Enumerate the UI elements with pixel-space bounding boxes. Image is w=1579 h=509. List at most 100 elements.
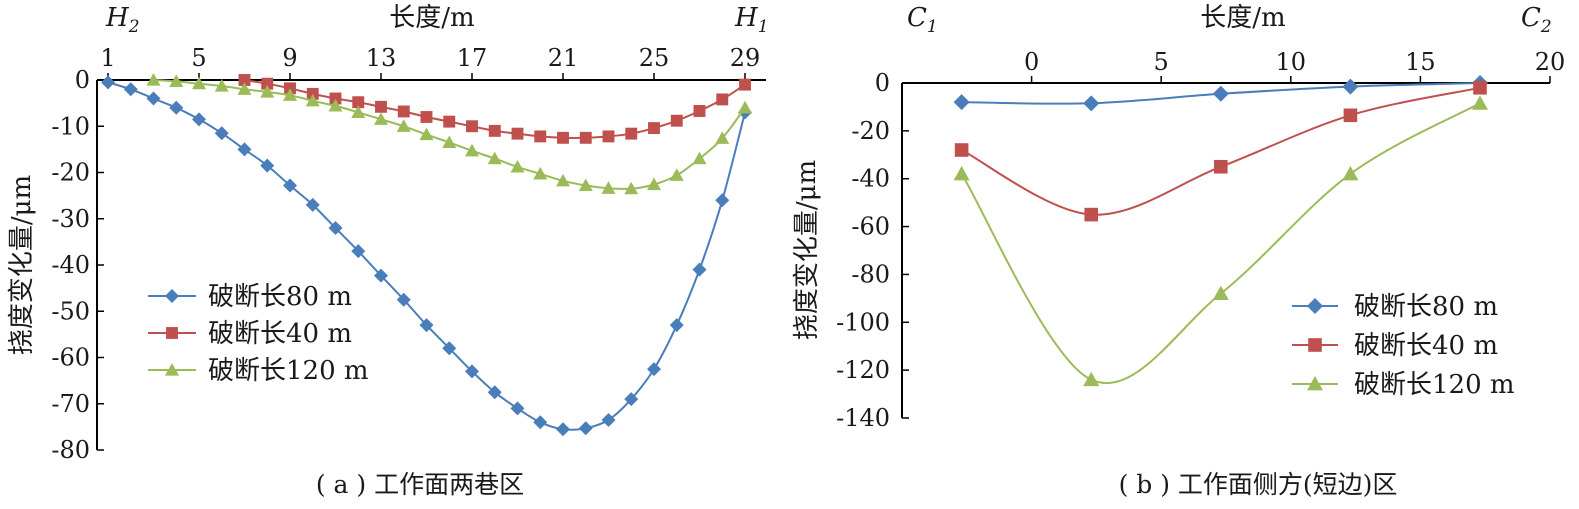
y-tick-label: -50 [51,297,90,325]
data-point-square [557,131,569,144]
data-point-square [238,74,251,86]
data-point-diamond [669,318,684,333]
legend-swatch-marker [165,289,179,303]
x-tick-label: 9 [282,44,297,72]
data-point-triangle [351,105,366,118]
chart-panel-b: 长度/m C1 C2 挠度变化量/μm 0 5 10 15 20 0 -20 -40 -60 -… [792,3,1565,499]
x-tick-label: 21 [548,44,579,72]
y-tick-label: 0 [75,66,90,94]
x-tick-label: 15 [1405,48,1436,76]
x-tick-label: 25 [639,44,670,72]
data-point-triangle [305,93,320,107]
x-tick-label: 17 [457,44,488,72]
y-tick-label: -80 [51,436,90,464]
data-point-diamond [419,318,434,333]
y-tick-label: -30 [51,205,90,233]
data-point-diamond [169,100,184,115]
data-point-diamond [1083,95,1100,112]
data-point-triangle [487,151,502,165]
data-point-diamond [237,142,252,157]
panel-a-x-axis-title: 长度/m [389,3,474,33]
series-line-2 [961,86,1481,216]
panel-b-caption: ( b ) 工作面侧方(短边)区 [1119,470,1398,499]
chart-panel-a: 长度/m H2 H1 挠度变化量/μm 1 5 9 13 17 21 25 29 0 -10 -2… [7,3,769,499]
data-point-triangle [146,73,161,86]
panel-a-series [101,73,752,437]
data-point-diamond [1342,78,1359,95]
data-point-diamond [510,401,525,416]
x-tick-label: 20 [1535,48,1566,76]
data-point-square [1473,80,1487,95]
data-point-square [648,122,660,135]
data-point-square [739,78,751,91]
data-point-square [352,96,365,109]
y-tick-label: -70 [51,390,90,418]
legend-swatch-marker [166,327,178,339]
data-point-square [1214,159,1228,174]
data-point-triangle [1472,95,1489,110]
panel-b-x-ticks: 0 5 10 15 20 [1024,48,1565,83]
data-point-diamond [328,221,343,235]
data-point-diamond [351,244,366,259]
y-tick-label: -120 [836,356,890,384]
data-point-diamond [953,94,970,111]
data-point-square [397,105,410,118]
legend-label: 破断长40 m [1354,331,1498,361]
data-point-triangle [738,100,752,114]
panel-b-corner-right: C2 [1521,3,1552,37]
panel-b-corner-left: C1 [907,3,938,37]
data-point-diamond [465,364,479,379]
data-point-square [579,131,592,144]
data-point-triangle [374,112,388,125]
y-tick-label: -40 [851,165,890,193]
data-point-triangle [442,135,457,149]
data-point-square [329,92,342,105]
data-point-diamond [442,341,457,356]
x-tick-label: 5 [191,44,206,72]
data-point-triangle [647,177,661,191]
y-tick-label: -60 [851,213,890,241]
panel-b-y-axis-title: 挠度变化量/μm [792,160,822,340]
panel-b-x-axis-title: 长度/m [1200,3,1285,33]
data-point-square [670,114,683,127]
legend-swatch-marker [165,363,179,376]
data-point-triangle [328,98,343,112]
y-tick-label: -40 [51,251,90,279]
data-point-triangle [669,168,684,181]
x-tick-label: 0 [1024,48,1039,76]
legend-label: 破断长120 m [1354,370,1515,400]
data-point-square [511,127,524,140]
data-point-diamond [260,158,275,173]
data-point-triangle [715,131,730,144]
data-point-diamond [214,126,229,141]
series-line-3 [153,79,746,190]
legend-swatch-marker [1307,376,1323,391]
data-point-triangle [533,166,548,180]
panel-b-legend: 破断长80 m 破断长40 m 破断长120 m [1292,292,1515,400]
data-point-triangle [283,88,297,101]
x-tick-label: 29 [730,44,761,72]
data-point-square [488,124,501,137]
data-point-diamond [487,385,502,400]
data-point-square [693,105,706,117]
panel-b-series [953,75,1489,387]
data-point-diamond [146,91,161,106]
data-point-diamond [192,112,206,127]
data-point-triangle [1083,371,1100,387]
data-point-square [420,111,433,123]
data-point-triangle [601,181,616,194]
y-tick-label: -140 [836,404,890,432]
data-point-triangle [192,76,206,90]
y-tick-label: -100 [836,308,890,336]
y-tick-label: 0 [875,69,890,97]
data-point-triangle [214,79,229,92]
y-tick-label: -60 [51,344,90,372]
data-point-square [443,115,456,128]
legend-label: 破断长80 m [1354,292,1498,322]
data-point-diamond [601,412,616,427]
data-point-diamond [1212,85,1229,102]
data-point-square [375,100,387,113]
data-point-triangle [556,173,570,187]
data-point-diamond [123,82,138,97]
